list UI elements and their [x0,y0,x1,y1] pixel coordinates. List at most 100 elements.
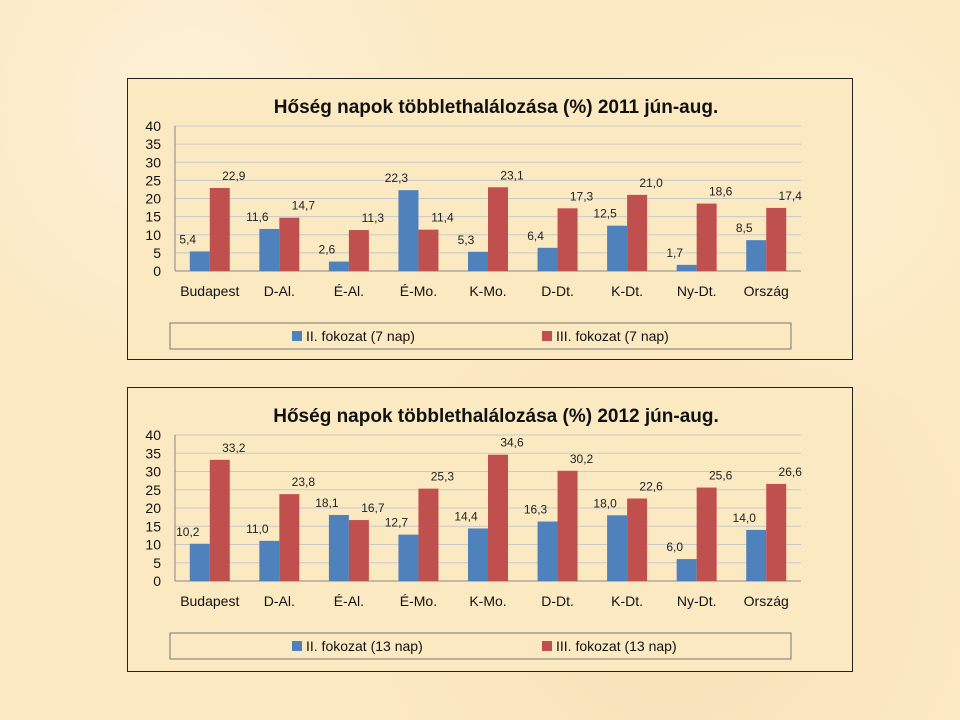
legend-label: II. fokozat (13 nap) [306,638,423,654]
data-label: 25,3 [431,470,455,484]
category-label: D-Dt. [541,593,574,609]
bar-series-1 [468,251,488,271]
legend [169,632,792,660]
data-label: 23,1 [500,168,524,182]
y-tick-label: 5 [153,245,161,261]
data-label: 23,8 [292,475,316,489]
y-tick-label: 40 [145,427,161,443]
bar-series-1 [746,529,767,581]
data-label: 6,4 [527,229,544,243]
y-tick-label: 25 [145,482,161,498]
bar-series-2 [279,217,300,271]
y-tick-label: 30 [145,154,161,170]
data-label: 11,6 [246,210,269,224]
data-label: 18,1 [315,496,339,510]
category-label: K-Mo. [469,593,506,609]
data-label: 1,7 [666,246,683,260]
data-label: 11,0 [246,522,269,536]
y-tick-label: 20 [145,500,161,516]
data-label: 25,6 [709,469,733,483]
legend-label: II. fokozat (7 nap) [306,328,415,344]
bar-series-1 [398,534,419,581]
data-label: 30,2 [570,452,594,466]
bar-series-1 [189,543,210,581]
bar-series-2 [766,483,787,581]
legend [169,322,792,350]
y-tick-label: 40 [145,118,161,134]
chart-2011-svg: Hőség napok többlethalálozása (%) 2011 j… [145,97,802,350]
chart-title: Hőség napok többlethalálozása (%) 2012 j… [273,406,719,427]
y-tick-label: 0 [153,573,161,589]
category-label: D-Al. [264,283,295,299]
bar-series-1 [537,521,558,581]
category-label: Budapest [180,593,239,609]
category-label: É-Mo. [400,283,437,299]
bar-series-1 [537,247,558,271]
bar-series-2 [348,230,369,271]
data-label: 6,0 [666,540,683,554]
data-label: 22,3 [385,171,409,185]
data-label: 18,6 [709,185,733,199]
data-label: 18,0 [593,496,617,510]
bar-series-1 [328,261,349,271]
category-label: K-Dt. [611,593,643,609]
bar-series-2 [418,488,439,581]
chart-2012-svg: Hőség napok többlethalálozása (%) 2012 j… [145,406,803,660]
bar-series-1 [328,514,349,581]
category-label: É-Al. [334,593,364,609]
data-label: 2,6 [319,243,336,257]
data-label: 14,0 [733,511,757,525]
y-tick-label: 25 [145,172,161,188]
data-label: 22,9 [222,169,246,183]
category-label: Ország [744,593,789,609]
bar-series-2 [557,208,578,271]
data-label: 21,0 [639,176,663,190]
bar-series-2 [557,470,578,581]
data-label: 33,2 [222,441,246,455]
data-label: 8,5 [736,221,753,235]
bar-series-2 [488,454,508,581]
bar-series-1 [607,225,628,271]
bar-series-2 [418,229,439,271]
bar-series-2 [488,187,508,271]
y-tick-label: 30 [145,464,161,480]
bar-series-2 [627,498,648,581]
data-label: 16,7 [361,501,385,515]
bar-series-1 [468,528,488,581]
bar-series-1 [259,228,280,271]
data-label: 26,6 [779,465,803,479]
bar-series-2 [348,520,369,581]
category-label: D-Al. [264,593,295,609]
bar-series-2 [696,203,717,271]
legend-swatch [542,331,552,341]
legend-swatch [292,331,302,341]
chart-2012: Hőség napok többlethalálozása (%) 2012 j… [127,387,853,672]
data-label: 17,3 [570,189,594,203]
bar-series-2 [209,459,230,581]
legend-label: III. fokozat (7 nap) [556,328,669,344]
chart-title: Hőség napok többlethalálozása (%) 2011 j… [274,97,718,118]
category-label: É-Al. [334,283,364,299]
y-tick-label: 10 [145,227,161,243]
data-label: 22,6 [639,480,663,494]
y-tick-label: 20 [145,191,161,207]
data-label: 11,4 [431,211,454,225]
y-tick-label: 35 [145,445,161,461]
bar-series-2 [279,494,300,581]
data-label: 14,4 [454,509,478,523]
y-tick-label: 10 [145,537,161,553]
bar-series-1 [746,240,767,271]
category-label: K-Dt. [611,283,643,299]
category-label: É-Mo. [400,593,437,609]
category-label: Ny-Dt. [677,593,717,609]
bar-series-2 [696,487,717,581]
category-label: Budapest [180,283,239,299]
data-label: 5,3 [458,233,475,247]
y-tick-label: 5 [153,555,161,571]
bar-series-1 [676,559,697,581]
data-label: 12,5 [593,207,617,221]
category-label: K-Mo. [469,283,506,299]
bar-series-1 [607,515,628,581]
data-label: 12,7 [385,516,409,530]
bar-series-1 [189,251,210,271]
